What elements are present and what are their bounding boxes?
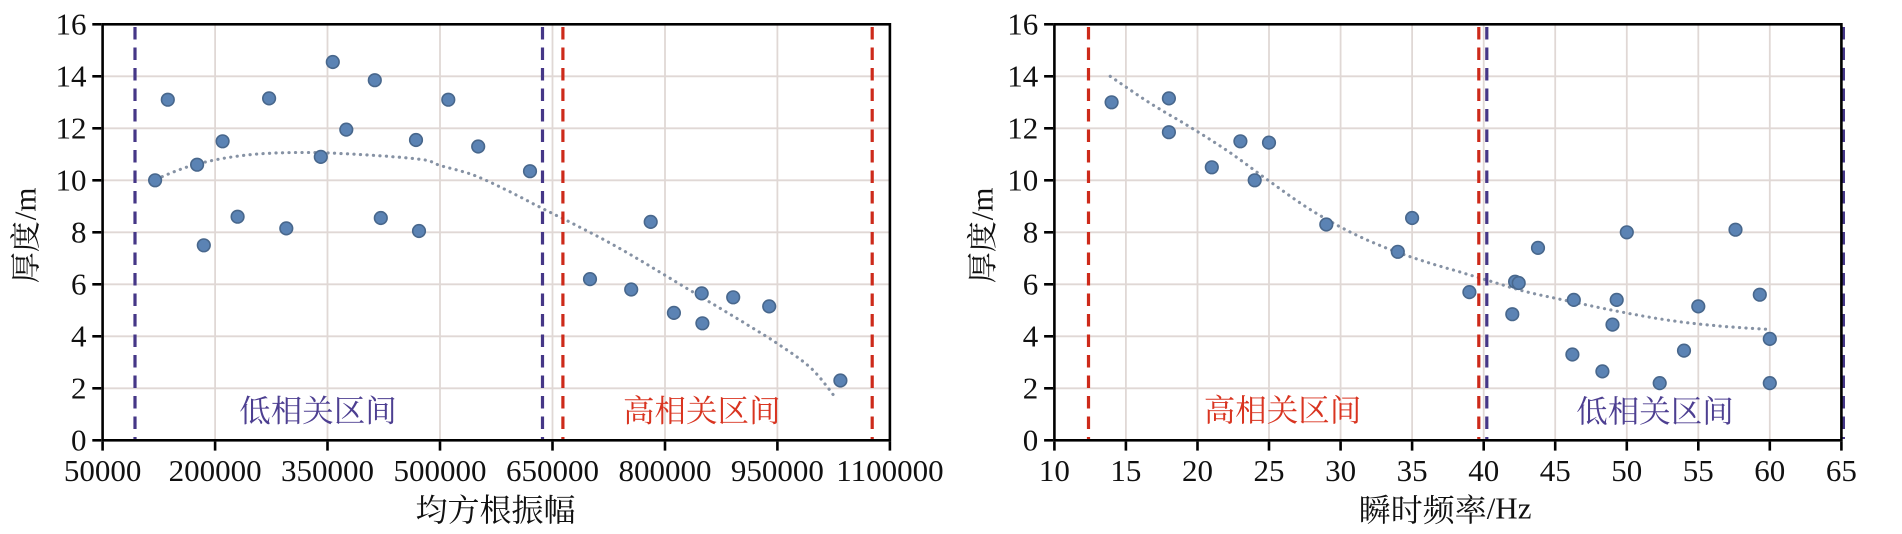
svg-text:500000: 500000 — [394, 453, 487, 488]
svg-text:10: 10 — [56, 163, 87, 198]
svg-text:25: 25 — [1254, 453, 1285, 488]
svg-text:14: 14 — [1007, 59, 1039, 94]
svg-text:950000: 950000 — [731, 453, 824, 488]
svg-text:65: 65 — [1826, 453, 1857, 488]
svg-text:50: 50 — [1611, 453, 1642, 488]
svg-text:12: 12 — [56, 111, 87, 146]
svg-text:6: 6 — [71, 267, 87, 302]
svg-text:/Hz: /Hz — [1487, 491, 1532, 526]
svg-text:35: 35 — [1397, 453, 1428, 488]
svg-text:200000: 200000 — [169, 453, 262, 488]
svg-text:12: 12 — [1007, 111, 1038, 146]
svg-text:/m: /m — [8, 187, 43, 220]
svg-text:45: 45 — [1540, 453, 1571, 488]
svg-text:10: 10 — [1039, 453, 1070, 488]
svg-text:2: 2 — [71, 371, 87, 406]
svg-text:8: 8 — [71, 215, 87, 250]
svg-text:8: 8 — [1023, 215, 1039, 250]
svg-text:2: 2 — [1023, 371, 1039, 406]
svg-text:14: 14 — [56, 59, 88, 94]
svg-text:15: 15 — [1110, 453, 1141, 488]
svg-text:650000: 650000 — [506, 453, 599, 488]
svg-text:40: 40 — [1468, 453, 1499, 488]
svg-text:16: 16 — [56, 7, 87, 42]
svg-text:10: 10 — [1007, 163, 1038, 198]
svg-text:16: 16 — [1007, 7, 1038, 42]
svg-text:50000: 50000 — [64, 453, 142, 488]
svg-text:6: 6 — [1023, 267, 1039, 302]
svg-text:60: 60 — [1754, 453, 1785, 488]
svg-text:55: 55 — [1683, 453, 1714, 488]
svg-text:20: 20 — [1182, 453, 1213, 488]
svg-text:30: 30 — [1325, 453, 1356, 488]
svg-text:800000: 800000 — [619, 453, 712, 488]
svg-text:/m: /m — [964, 187, 999, 220]
svg-text:4: 4 — [1023, 319, 1039, 354]
svg-text:4: 4 — [71, 319, 87, 354]
svg-text:0: 0 — [1023, 423, 1039, 458]
svg-text:0: 0 — [71, 423, 87, 458]
svg-text:350000: 350000 — [281, 453, 374, 488]
svg-text:1100000: 1100000 — [836, 453, 943, 488]
